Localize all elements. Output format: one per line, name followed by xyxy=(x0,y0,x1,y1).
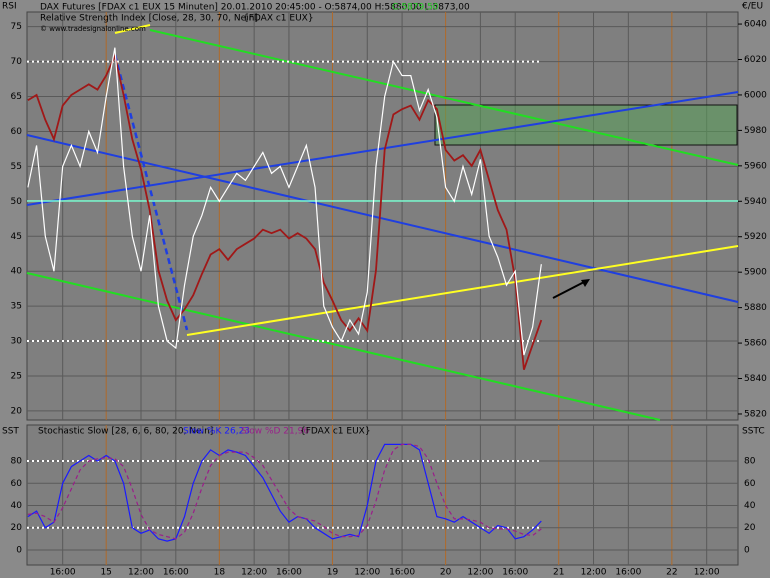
y-tick-label: 65 xyxy=(11,92,22,102)
y-tick-label: 25 xyxy=(11,371,22,381)
arrow xyxy=(552,280,587,299)
zone-box xyxy=(434,104,738,146)
series-line xyxy=(27,47,542,356)
y-tick-label: 60 xyxy=(11,479,23,489)
y-tick-label: 35 xyxy=(11,302,22,312)
trend-line xyxy=(149,29,739,166)
x-tick-label: 16:00 xyxy=(50,568,76,578)
stoch-title: Stochastic Slow [28, 6, 6, 80, 20, Nein] xyxy=(38,427,213,437)
arrow-head xyxy=(581,279,590,287)
x-tick-label: 21 xyxy=(553,568,564,578)
legend-entry: Slow %D 21,96 xyxy=(241,427,309,437)
x-tick-label: 12:00 xyxy=(694,568,720,578)
x-tick-label: 16:00 xyxy=(163,568,189,578)
y-tick-label: 55 xyxy=(11,162,22,172)
x-tick-label: 20 xyxy=(440,568,452,578)
trend-line xyxy=(26,272,661,421)
trend-line xyxy=(186,245,739,336)
series-line xyxy=(27,443,542,542)
legend-entry: Slow %K 26,23 xyxy=(183,427,250,437)
x-tick-label: 16:00 xyxy=(389,568,415,578)
x-tick-label: 12:00 xyxy=(467,568,493,578)
y-tick-label: 60 xyxy=(11,127,23,137)
y2-tick-label: 6040 xyxy=(744,20,767,30)
x-tick-label: 19 xyxy=(327,568,339,578)
subtitle: Relative Strength Index [Close, 28, 30, … xyxy=(40,14,258,24)
y-tick-label: 70 xyxy=(11,57,23,67)
series-line xyxy=(27,443,542,540)
price-panel xyxy=(26,11,739,421)
y2-tick-label: 60 xyxy=(744,479,756,489)
x-tick-label: 16:00 xyxy=(615,568,641,578)
y-tick-label: 30 xyxy=(11,337,23,347)
y2-tick-label: 5880 xyxy=(744,303,767,313)
y-label: RSI xyxy=(2,2,17,12)
x-tick-label: 18 xyxy=(214,568,226,578)
y-tick-label: 20 xyxy=(11,406,23,416)
grid xyxy=(27,12,738,565)
trend-line xyxy=(113,54,189,331)
y2-tick-label: 6000 xyxy=(744,90,767,100)
y2-tick-label: 5920 xyxy=(744,232,767,242)
y2-tick-label: 5940 xyxy=(744,197,767,207)
y-label: SST xyxy=(2,427,19,437)
x-tick-label: 12:00 xyxy=(581,568,607,578)
x-tick-label: 16:00 xyxy=(502,568,528,578)
y2-tick-label: 20 xyxy=(744,523,756,533)
y2-tick-label: 6020 xyxy=(744,55,767,65)
y-tick-label: 40 xyxy=(11,267,23,277)
plot xyxy=(27,47,543,542)
y-tick-label: 20 xyxy=(11,523,23,533)
trend-line xyxy=(26,134,739,303)
y-tick-label: 50 xyxy=(11,197,23,207)
x-tick-label: 16:00 xyxy=(276,568,302,578)
y-tick-label: 40 xyxy=(11,501,23,511)
y2-tick-label: 5980 xyxy=(744,126,767,136)
y-tick-label: 75 xyxy=(11,22,22,32)
y-tick-label: 0 xyxy=(16,545,22,555)
y2-tick-label: 5860 xyxy=(744,339,767,349)
source-tag: {FDAX c1 EUX} xyxy=(243,14,314,24)
x-tick-label: 22 xyxy=(666,568,677,578)
y2-label: €/EU xyxy=(742,2,763,12)
chart-title: DAX Futures [FDAX c1 EUX 15 Minuten] 20.… xyxy=(40,3,470,13)
close-label: C:5879,50 xyxy=(392,3,439,13)
y-tick-label: 80 xyxy=(11,457,23,467)
y2-tick-label: 5900 xyxy=(744,268,767,278)
y2-tick-label: 40 xyxy=(744,501,756,511)
x-tick-label: 15 xyxy=(100,568,111,578)
x-tick-label: 12:00 xyxy=(241,568,267,578)
copyright: © www.tradesignalonline.com xyxy=(40,25,146,33)
y2-tick-label: 80 xyxy=(744,457,756,467)
y2-tick-label: 0 xyxy=(744,545,750,555)
y2-tick-label: 5840 xyxy=(744,374,767,384)
y2-label: SSTC xyxy=(742,427,765,437)
y2-tick-label: 5820 xyxy=(744,409,767,419)
x-tick-label: 12:00 xyxy=(354,568,380,578)
y-tick-label: 45 xyxy=(11,232,22,242)
stoch-panel xyxy=(26,424,739,566)
y2-tick-label: 5960 xyxy=(744,161,767,171)
trend-line xyxy=(114,24,151,34)
x-tick-label: 12:00 xyxy=(128,568,154,578)
source-tag: {FDAX c1 EUX} xyxy=(300,427,371,437)
